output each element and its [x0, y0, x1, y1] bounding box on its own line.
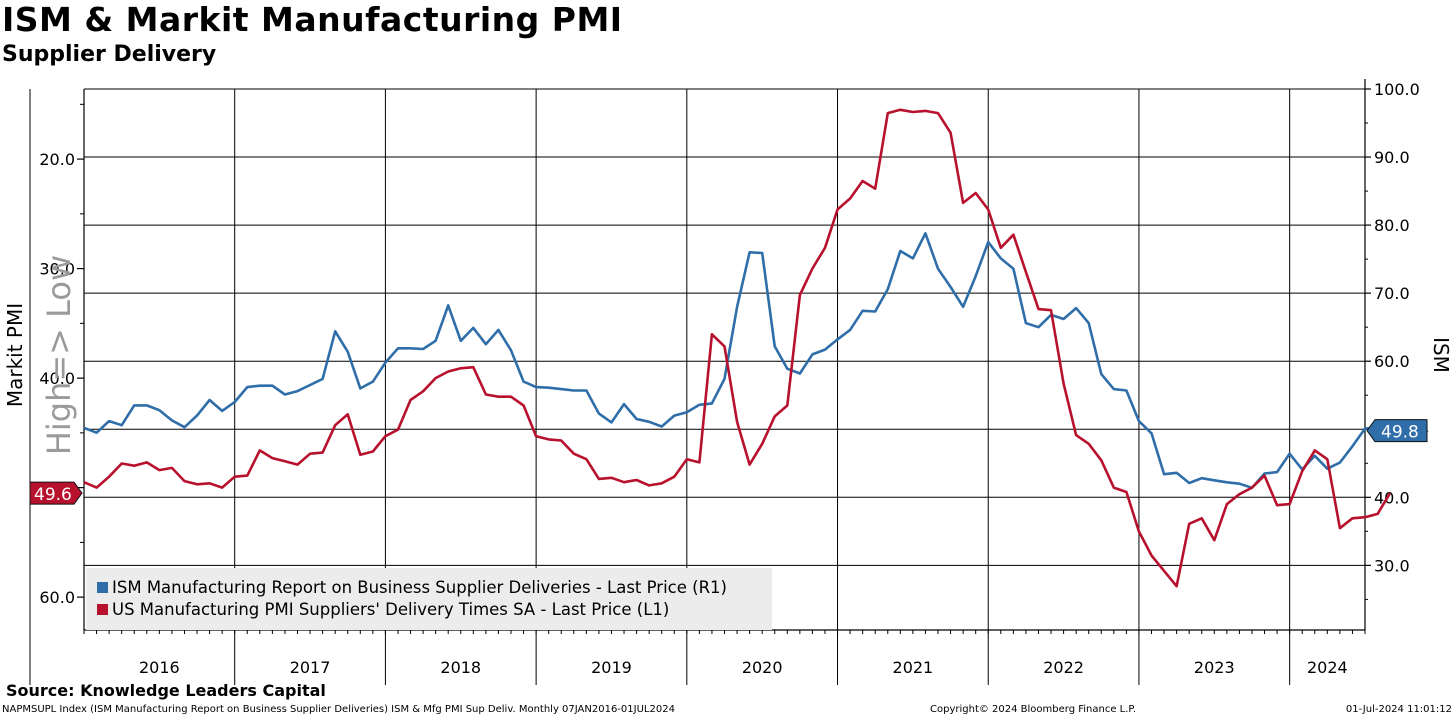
- left-axis-tick-label: 30.0: [39, 260, 75, 279]
- footer-copyright: Copyright© 2024 Bloomberg Finance L.P.: [930, 704, 1137, 715]
- series-layer: [83, 108, 1429, 588]
- chart-subtitle: Supplier Delivery: [2, 42, 217, 67]
- footer-description: NAPMSUPL Index (ISM Manufacturing Report…: [2, 704, 675, 715]
- grid-layer: [84, 88, 1365, 685]
- left-axis-title: Markit PMI: [3, 303, 27, 407]
- source-note: Source: Knowledge Leaders Capital: [6, 681, 326, 700]
- x-axis-tick-label: 2023: [1194, 658, 1235, 677]
- right-axis-tick-label: 80.0: [1374, 216, 1410, 235]
- legend-label: ISM Manufacturing Report on Business Sup…: [112, 578, 727, 597]
- left-axis-tick-label: 20.0: [39, 150, 75, 169]
- x-axis-tick-label: 2022: [1043, 658, 1084, 677]
- x-axis-tick-label: 2020: [742, 658, 783, 677]
- right-axis-title: ISM: [1429, 337, 1453, 373]
- x-axis-tick-label: 2019: [591, 658, 632, 677]
- right-axis-tick-label: 60.0: [1374, 352, 1410, 371]
- legend-swatch: [97, 582, 108, 593]
- footer-timestamp: 01-Jul-2024 11:01:12: [1345, 704, 1452, 715]
- legend-label: US Manufacturing PMI Suppliers' Delivery…: [112, 600, 669, 619]
- last-value-tag-pmi: [29, 481, 83, 505]
- right-axis-tick-label: 70.0: [1374, 284, 1410, 303]
- legend-swatch: [97, 604, 108, 615]
- x-axis-tick-label: 2024: [1307, 658, 1348, 677]
- x-axis-tick-label: 2018: [440, 658, 481, 677]
- series-line-ism: [83, 232, 1429, 490]
- watermark-text: High=> Low: [40, 255, 78, 455]
- x-axis-tick-label: 2016: [139, 658, 180, 677]
- chart-title: ISM & Markit Manufacturing PMI: [2, 0, 623, 39]
- last-value-label-ism: 49.8: [1381, 423, 1419, 443]
- right-axis-tick-label: 40.0: [1374, 488, 1410, 507]
- left-axis-tick-label: 40.0: [39, 369, 75, 388]
- right-axis-tick-label: 90.0: [1374, 148, 1410, 167]
- last-value-label-pmi: 49.6: [34, 485, 72, 505]
- series-line-pmi: [83, 108, 1392, 588]
- right-axis-tick-label: 100.0: [1374, 80, 1420, 99]
- x-axis-tick-label: 2021: [893, 658, 934, 677]
- label-layer: 49.8 49.6 ISM Manufacturing Report on Busi…: [29, 419, 1428, 630]
- last-value-tag-ism: [1366, 419, 1428, 443]
- left-axis-tick-label: 60.0: [39, 588, 75, 607]
- right-axis-tick-label: 30.0: [1374, 556, 1410, 575]
- x-axis-tick-label: 2017: [290, 658, 331, 677]
- legend-box: [86, 568, 772, 630]
